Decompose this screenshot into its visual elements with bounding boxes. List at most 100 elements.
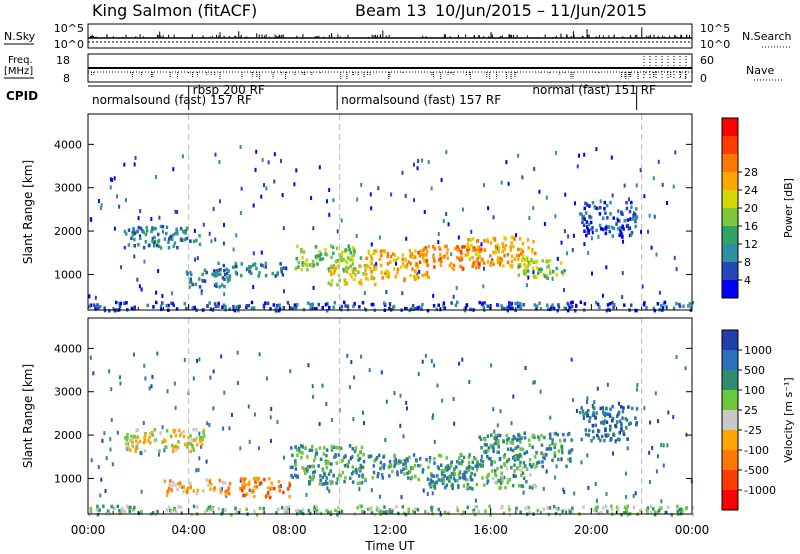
scatter-cell [174, 434, 178, 438]
scatter-cell [158, 449, 161, 453]
scatter-cell [632, 217, 635, 221]
scatter-cell [407, 510, 410, 514]
scatter-cell [570, 510, 573, 514]
scatter-cell [355, 234, 358, 239]
scatter-cell [365, 272, 368, 277]
scatter-cell [517, 253, 521, 258]
scatter-cell [524, 258, 528, 262]
scatter-cell [324, 248, 327, 252]
scatter-cell [482, 305, 485, 310]
scatter-cell [606, 225, 609, 229]
scatter-cell [326, 309, 329, 313]
scatter-cell [541, 464, 544, 469]
scatter-cell [477, 254, 480, 258]
scatter-cell [299, 510, 302, 514]
scatter-cell [310, 448, 314, 453]
scatter-cell [300, 455, 303, 460]
scatter-cell [582, 214, 586, 219]
scatter-cell [136, 441, 140, 446]
scatter-cell [383, 301, 386, 305]
scatter-cell [661, 182, 664, 187]
scatter-cell [440, 463, 443, 467]
scatter-cell [254, 476, 258, 481]
scatter-cell [509, 307, 512, 311]
scatter-cell [607, 307, 610, 312]
scatter-cell [339, 473, 342, 478]
scatter-cell [264, 261, 268, 266]
scatter-cell [663, 300, 667, 305]
scatter-cell [182, 485, 186, 489]
scatter-cell [619, 230, 622, 235]
scatter-cell [325, 199, 328, 204]
noise-tick-bottom-left: 10^0 [54, 38, 84, 51]
scatter-cell [456, 478, 459, 483]
scatter-cell [459, 264, 462, 269]
scatter-cell [435, 480, 438, 485]
power-colorbar-label: Power [dB] [782, 178, 795, 238]
scatter-cell [315, 505, 318, 509]
scatter-cell [322, 468, 325, 473]
scatter-cell [409, 254, 412, 259]
scatter-cell [351, 447, 354, 451]
scatter-cell [635, 387, 638, 392]
scatter-cell [252, 251, 255, 256]
scatter-cell [456, 300, 459, 305]
scatter-cell [301, 466, 304, 470]
scatter-cell [191, 306, 194, 310]
scatter-cell [279, 159, 282, 164]
scatter-cell [192, 376, 195, 381]
scatter-cell [255, 266, 258, 271]
scatter-cell [385, 274, 388, 279]
scatter-cell [359, 256, 363, 260]
scatter-cell [502, 511, 506, 515]
scatter-cell [359, 504, 362, 508]
scatter-cell [248, 439, 251, 444]
scatter-cell [403, 472, 406, 476]
scatter-cell [350, 254, 354, 259]
scatter-cell [508, 302, 512, 306]
scatter-cell [526, 269, 530, 273]
scatter-cell [395, 505, 398, 509]
scatter-cell [165, 508, 169, 512]
scatter-cell [356, 454, 360, 458]
scatter-cell [656, 302, 660, 306]
scatter-cell [301, 263, 305, 267]
scatter-cell [282, 306, 285, 310]
scatter-cell [283, 289, 286, 294]
scatter-cell [497, 433, 500, 437]
scatter-cell [621, 294, 624, 299]
scatter-cell [466, 251, 470, 255]
scatter-cell [353, 277, 356, 282]
colorbar-swatch [722, 280, 738, 298]
scatter-cell [206, 304, 209, 308]
scatter-cell [476, 245, 479, 249]
scatter-cell [336, 510, 340, 514]
scatter-cell [532, 260, 536, 264]
scatter-cell [421, 253, 425, 257]
scatter-cell [324, 251, 327, 256]
scatter-cell [497, 249, 500, 254]
scatter-cell [513, 436, 517, 440]
scatter-cell [402, 462, 405, 467]
scatter-cell [681, 508, 684, 512]
scatter-cell [170, 510, 173, 514]
scatter-cell [330, 255, 333, 259]
scatter-cell [542, 273, 545, 277]
scatter-cell [539, 269, 543, 273]
scatter-cell [563, 306, 566, 310]
scatter-cell [125, 440, 128, 445]
scatter-cell [358, 456, 362, 461]
scatter-cell [281, 193, 284, 198]
scatter-cell [506, 477, 509, 482]
scatter-cell [405, 400, 408, 405]
scatter-cell [584, 201, 587, 206]
scatter-cell [433, 482, 437, 487]
scatter-cell [465, 478, 469, 482]
scatter-cell [599, 227, 603, 231]
scatter-cell [425, 458, 428, 462]
scatter-cell [616, 226, 620, 231]
scatter-cell [508, 508, 511, 512]
scatter-cell [551, 276, 554, 281]
scatter-cell [297, 265, 300, 269]
